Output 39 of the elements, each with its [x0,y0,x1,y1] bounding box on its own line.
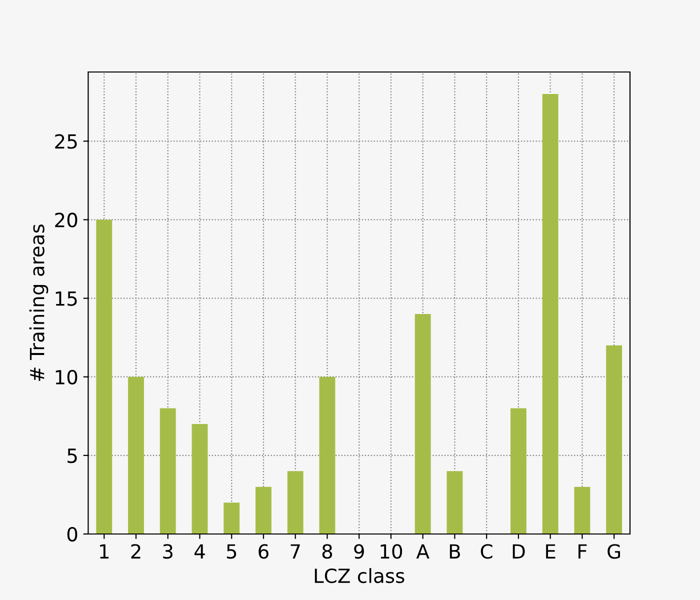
bar [446,471,463,534]
y-tick-label: 5 [68,448,77,464]
bar [606,345,622,534]
x-tick-label: 4 [194,544,205,558]
bar [287,471,304,534]
x-tick-label: 2 [131,544,140,558]
bar [192,424,208,534]
x-tick-label: 10 [380,544,402,559]
x-tick-label: F [578,544,587,558]
x-tick-label: 6 [258,544,268,559]
bar [256,486,272,534]
bar [96,220,112,534]
y-tick-label: 25 [55,134,77,149]
bar [128,376,144,534]
x-tick-label: G [608,544,620,559]
x-tick-label: B [450,544,460,558]
bar [224,502,240,534]
bar [510,408,526,534]
y-tick-label: 15 [56,291,77,306]
x-tick-label: 7 [290,544,300,558]
x-tick-label: 3 [163,544,173,559]
x-tick-label: C [480,544,492,559]
x-tick-label: E [546,544,556,558]
y-tick-label: 0 [67,526,78,542]
bar [574,486,590,534]
x-tick-label: 9 [354,544,364,559]
y-axis-title: # Training areas [29,224,48,381]
bar [319,376,336,534]
x-tick-label: A [416,544,430,558]
bar [542,94,558,534]
x-axis-title: LCZ class [314,568,404,584]
bar [414,314,431,534]
x-tick-label: D [512,544,525,558]
bar [160,408,176,534]
x-tick-label: 1 [100,544,109,558]
x-tick-label: 5 [226,544,236,559]
x-tick-label: 8 [322,544,332,559]
y-tick-label: 20 [55,212,78,228]
y-tick-label: 10 [56,370,78,385]
